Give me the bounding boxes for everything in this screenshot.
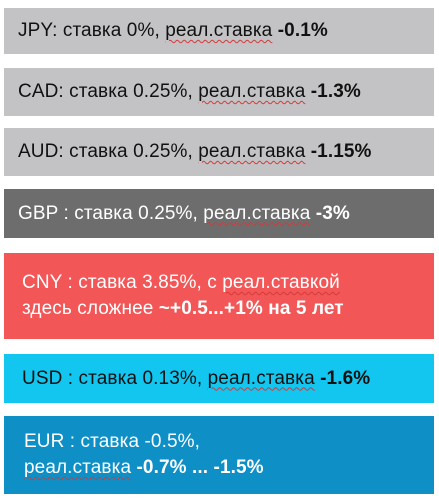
aud-rate-text: : ставка 0.25%, bbox=[58, 141, 199, 162]
aud-real-value: -1.15% bbox=[305, 141, 372, 162]
gbp-rate-box: GBP : ставка 0.25%, реал.ставка -3% bbox=[4, 189, 434, 238]
cad-real-label: реал.ставка bbox=[198, 81, 306, 102]
usd-rate-text: : ставка 0.13%, bbox=[62, 367, 208, 389]
usd-rate-box: USD : ставка 0.13%, реал.ставка -1.6% bbox=[4, 354, 434, 403]
cny-rate-text: : ставка 3.85%, с bbox=[62, 272, 223, 293]
cad-rate-text: : ставка 0.25%, bbox=[58, 81, 199, 102]
cny-line2-plain: здесь сложнее bbox=[22, 298, 159, 319]
usd-real-value: -1.6% bbox=[314, 367, 371, 389]
jpy-rate-text: : ставка 0%, bbox=[52, 20, 166, 41]
eur-real-value: -0.7% ... -1.5% bbox=[131, 457, 264, 478]
cny-code: CNY bbox=[22, 272, 63, 293]
gbp-real-label: реал.ставка bbox=[203, 202, 311, 224]
jpy-real-label: реал.ставка bbox=[165, 20, 273, 41]
eur-line-2: реал.ставка -0.7% ... -1.5% bbox=[24, 455, 426, 481]
cny-line2-bold: ~+0.5...+1% на 5 лет bbox=[158, 298, 344, 319]
eur-line-1: EUR : ставка -0.5%, bbox=[24, 429, 426, 455]
cny-real-label: реал.ставкой bbox=[222, 272, 340, 293]
gbp-rate-text: : ставка 0.25%, bbox=[58, 202, 204, 224]
usd-code: USD bbox=[22, 367, 63, 389]
cny-rate-box: CNY : ставка 3.85%, с реал.ставкой здесь… bbox=[4, 253, 434, 339]
cad-rate-box: CAD: ставка 0.25%, реал.ставка -1.3% bbox=[4, 68, 434, 116]
eur-real-label: реал.ставка bbox=[24, 457, 132, 478]
aud-rate-box: AUD: ставка 0.25%, реал.ставка -1.15% bbox=[4, 128, 434, 176]
aud-line: AUD: ставка 0.25%, реал.ставка -1.15% bbox=[18, 139, 426, 165]
eur-code: EUR bbox=[24, 431, 65, 452]
gbp-code: GBP bbox=[18, 202, 59, 224]
jpy-code: JPY bbox=[18, 20, 53, 41]
usd-real-label: реал.ставка bbox=[207, 367, 315, 389]
eur-rate-box: EUR : ставка -0.5%, реал.ставка -0.7% ..… bbox=[4, 416, 434, 494]
gbp-real-value: -3% bbox=[310, 202, 350, 224]
cad-line: CAD: ставка 0.25%, реал.ставка -1.3% bbox=[18, 79, 426, 105]
jpy-real-value: -0.1% bbox=[272, 20, 328, 41]
jpy-line: JPY: ставка 0%, реал.ставка -0.1% bbox=[18, 18, 426, 44]
usd-line: USD : ставка 0.13%, реал.ставка -1.6% bbox=[22, 366, 426, 392]
cny-line-1: CNY : ставка 3.85%, с реал.ставкой bbox=[22, 270, 426, 296]
eur-rate-text: : ставка -0.5%, bbox=[64, 431, 200, 452]
aud-real-label: реал.ставка bbox=[198, 141, 306, 162]
gbp-line: GBP : ставка 0.25%, реал.ставка -3% bbox=[18, 201, 426, 227]
aud-code: AUD bbox=[18, 141, 59, 162]
cny-line-2: здесь сложнее ~+0.5...+1% на 5 лет bbox=[22, 296, 426, 322]
cad-code: CAD bbox=[18, 81, 59, 102]
cad-real-value: -1.3% bbox=[305, 81, 361, 102]
jpy-rate-box: JPY: ставка 0%, реал.ставка -0.1% bbox=[4, 8, 434, 54]
